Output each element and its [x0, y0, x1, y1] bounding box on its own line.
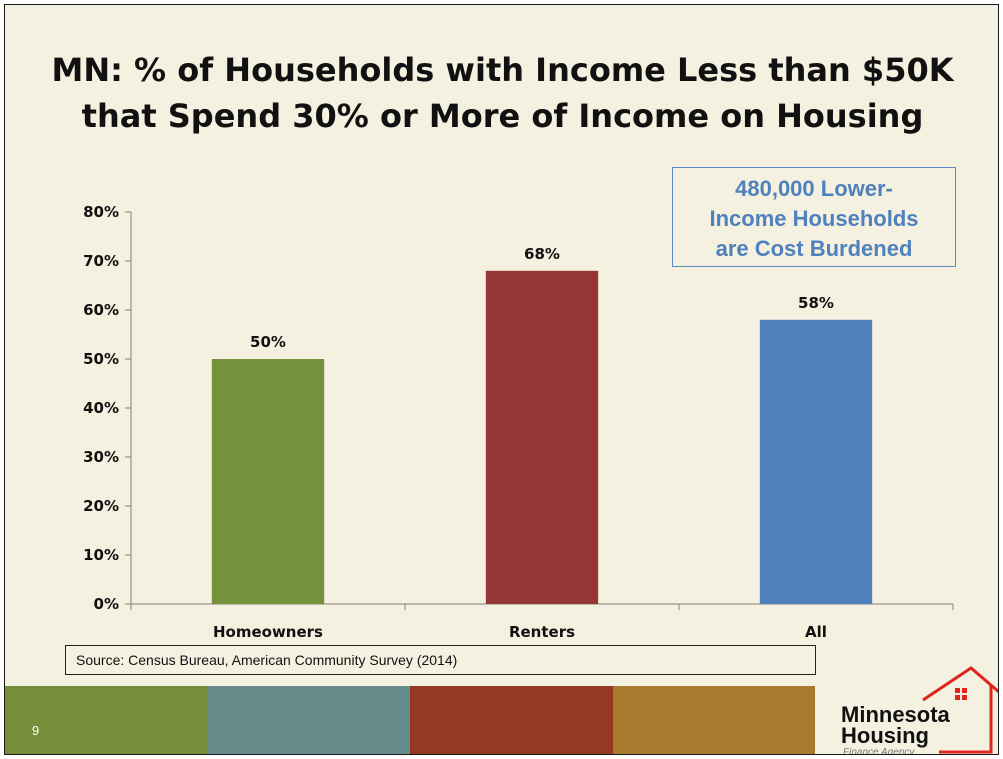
bar-all — [759, 319, 873, 604]
logo-line-3: Finance Agency — [843, 747, 915, 755]
chart-labels: 0% 10% 20% 30% 40% 50% 60% 70% 80% 50% Homeowners 6… — [83, 203, 834, 641]
category-label: Homeowners — [213, 623, 323, 641]
y-tick-label: 50% — [83, 350, 119, 368]
footer-band-green — [5, 686, 208, 754]
footer-band-ochre — [612, 686, 815, 754]
data-label: 50% — [250, 333, 286, 351]
bar-homeowners — [211, 359, 325, 604]
footer-band-rust — [410, 686, 613, 754]
y-tick-label: 30% — [83, 448, 119, 466]
house-wall-icon — [939, 686, 993, 754]
footer-color-band — [5, 686, 815, 754]
title-line-2: that Spend 30% or More of Income on Hous… — [81, 97, 924, 135]
footer-band-teal — [207, 686, 410, 754]
category-label: All — [805, 623, 827, 641]
y-tick-label: 60% — [83, 301, 119, 319]
y-tick-label: 20% — [83, 497, 119, 515]
logo-line-1: Minnesota — [841, 702, 951, 727]
callout-box: 480,000 Lower- Income Households are Cos… — [672, 167, 956, 267]
category-label: Renters — [509, 623, 575, 641]
title-line-1: MN: % of Households with Income Less tha… — [51, 51, 954, 89]
y-tick-label: 70% — [83, 252, 119, 270]
bar-chart: 0% 10% 20% 30% 40% 50% 60% 70% 80% 50% Homeowners 6… — [83, 203, 954, 641]
y-tick-label: 80% — [83, 203, 119, 221]
chart-bars — [211, 270, 873, 604]
house-roof-icon — [922, 666, 998, 702]
slide-number: 9 — [32, 723, 40, 738]
page-title: MN: % of Households with Income Less tha… — [5, 47, 998, 139]
callout-line-3: are Cost Burdened — [715, 236, 913, 261]
y-tick-label: 40% — [83, 399, 119, 417]
slide: MN: % of Households with Income Less tha… — [4, 4, 999, 755]
callout-line-2: Income Households — [709, 206, 919, 231]
house-window-icon — [955, 688, 967, 700]
logo-line-2: Housing — [841, 723, 929, 748]
y-tick-label: 0% — [94, 595, 119, 613]
y-tick-label: 10% — [83, 546, 119, 564]
data-label: 68% — [524, 245, 560, 263]
source-note: Source: Census Bureau, American Communit… — [65, 645, 816, 675]
callout-line-1: 480,000 Lower- — [735, 176, 893, 201]
bar-renters — [485, 270, 599, 604]
minnesota-housing-logo: Minnesota Housing Finance Agency — [841, 666, 998, 755]
data-label: 58% — [798, 294, 834, 312]
